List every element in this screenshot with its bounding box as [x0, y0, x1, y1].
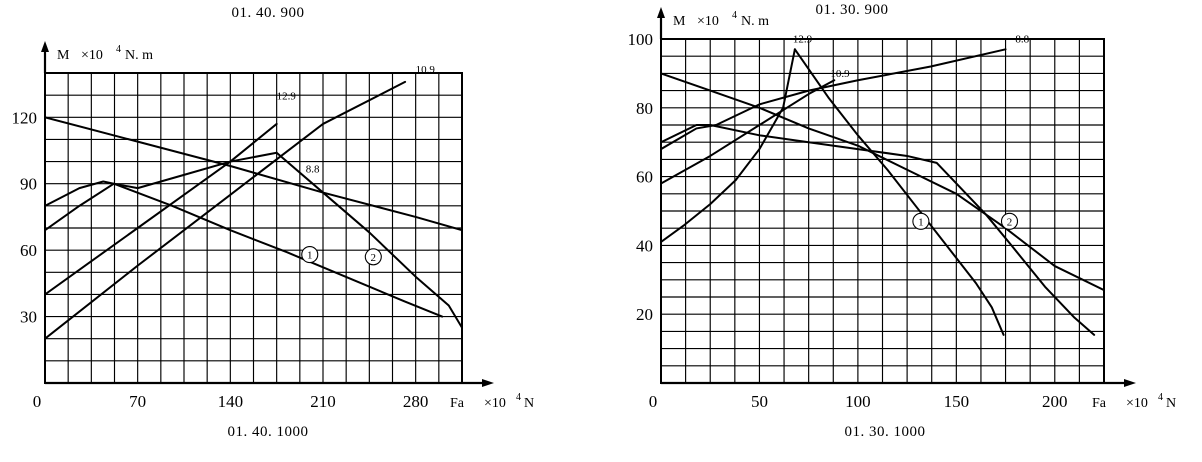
- x-tick-labels: 0 50 100 150 200: [649, 392, 1068, 411]
- panel-title: 01. 40. 900: [232, 5, 305, 21]
- curve-label-8-8: 8.8: [1015, 33, 1029, 45]
- y-tick-label: 30: [20, 308, 37, 327]
- grid-group: [660, 38, 1105, 384]
- marker-label-2: 2: [1007, 216, 1013, 228]
- x-tick-labels: 0 70 140 210 280: [33, 392, 429, 411]
- curve-label-12-9: 12.9: [793, 33, 813, 45]
- x-axis-exponent: 4: [516, 392, 521, 403]
- x-axis-arrowhead: [482, 379, 494, 387]
- y-tick-labels: 100 80 60 40 20: [628, 30, 654, 324]
- curve-8-8: [45, 151, 278, 232]
- curve-labels-group: 12.9 10.9 8.8: [277, 64, 436, 176]
- x-axis-exponent: 4: [1158, 392, 1163, 403]
- y-axis-multiplier: ×10: [81, 48, 103, 63]
- y-axis-symbol: M: [673, 14, 686, 29]
- curves-group: [661, 48, 1104, 336]
- curve-label-10-9: 10.9: [830, 68, 850, 80]
- y-tick-labels: 120 90 60 30: [12, 108, 38, 326]
- x-axis-multiplier: ×10: [1126, 396, 1148, 411]
- curve-marker-2-falling: [275, 151, 462, 329]
- y-axis-arrowhead: [41, 41, 49, 52]
- y-axis-unit: N. m: [741, 14, 769, 29]
- x-tick-label: 280: [403, 392, 429, 411]
- curve-labels-group: 12.9 10.9 8.8: [793, 33, 1030, 79]
- marker-circle-2: [364, 248, 382, 266]
- axes-group: [41, 41, 494, 387]
- titles-group: 01. 30. 900 01. 30. 1000: [816, 2, 926, 440]
- curve-label-12-9: 12.9: [277, 91, 297, 103]
- curve-label-8-8: 8.8: [306, 164, 320, 176]
- y-tick-label: 100: [628, 30, 654, 49]
- titles-group: 01. 40. 900 01. 40. 1000: [228, 5, 309, 440]
- marker-circle-1: [301, 246, 319, 264]
- curve-12-9: [45, 122, 278, 296]
- curve-curve-peaked: [661, 124, 1096, 336]
- x-axis-symbol: Fa: [1092, 396, 1107, 411]
- x-tick-label: 150: [944, 392, 970, 411]
- curve-curve-peaked: [45, 180, 444, 318]
- x-axis-arrowhead: [1124, 379, 1136, 387]
- curve-label-10-9: 10.9: [416, 64, 436, 76]
- x-axis-unit: N: [1166, 396, 1176, 411]
- x-axis-unit: N: [524, 396, 534, 411]
- curve-marker-1-falling: [45, 116, 462, 232]
- panel-caption: 01. 40. 1000: [228, 424, 309, 440]
- x-axis-label-group: Fa ×10 4 N: [1092, 392, 1176, 411]
- x-axis-multiplier: ×10: [484, 396, 506, 411]
- marker-label-1: 1: [918, 216, 924, 228]
- curve-marker-2-falling: [793, 48, 1005, 336]
- x-tick-label: 100: [845, 392, 871, 411]
- y-axis-label-group: M ×10 4 N. m: [673, 10, 769, 29]
- y-tick-label: 40: [636, 236, 653, 255]
- x-tick-label: 210: [310, 392, 336, 411]
- y-axis-arrowhead: [657, 7, 665, 18]
- grid-group: [44, 72, 463, 384]
- panel-title: 01. 30. 900: [816, 2, 889, 18]
- curve-10-9: [45, 80, 407, 340]
- y-axis-exponent: 4: [116, 44, 121, 55]
- y-tick-label: 90: [20, 175, 37, 194]
- x-tick-label: 200: [1042, 392, 1068, 411]
- x-tick-label: 0: [649, 392, 658, 411]
- y-tick-label: 120: [12, 108, 38, 127]
- y-axis-label-group: M ×10 4 N. m: [57, 44, 153, 63]
- marker-circle-1: [912, 212, 930, 230]
- curves-group: [45, 80, 462, 340]
- axes-group: [657, 7, 1136, 387]
- y-axis-unit: N. m: [125, 48, 153, 63]
- marker-label-2: 2: [371, 252, 377, 264]
- x-axis-symbol: Fa: [450, 396, 465, 411]
- marker-circle-2: [1000, 212, 1019, 230]
- y-tick-label: 60: [636, 168, 653, 187]
- y-axis-exponent: 4: [732, 10, 737, 21]
- y-tick-label: 80: [636, 99, 653, 118]
- x-tick-label: 0: [33, 392, 42, 411]
- y-tick-label: 20: [636, 305, 653, 324]
- y-axis-multiplier: ×10: [697, 14, 719, 29]
- chart-panel-left: 01. 40. 900 01. 40. 1000 M ×10 4 N. m Fa ×10 4 N 1…: [12, 5, 535, 440]
- y-tick-label: 60: [20, 241, 37, 260]
- curve-marker-1-falling: [661, 72, 1104, 292]
- panel-caption: 01. 30. 1000: [845, 424, 926, 440]
- x-tick-label: 140: [218, 392, 244, 411]
- y-axis-symbol: M: [57, 48, 70, 63]
- x-tick-label: 50: [751, 392, 768, 411]
- curve-8-8: [661, 48, 1007, 151]
- x-tick-label: 70: [129, 392, 146, 411]
- curve-12-9: [661, 48, 796, 243]
- x-axis-label-group: Fa ×10 4 N: [450, 392, 534, 411]
- marker-label-1: 1: [307, 250, 313, 262]
- chart-panel-right: 01. 30. 900 01. 30. 1000 M ×10 4 N. m Fa ×10 4 N 1…: [601, 0, 1202, 462]
